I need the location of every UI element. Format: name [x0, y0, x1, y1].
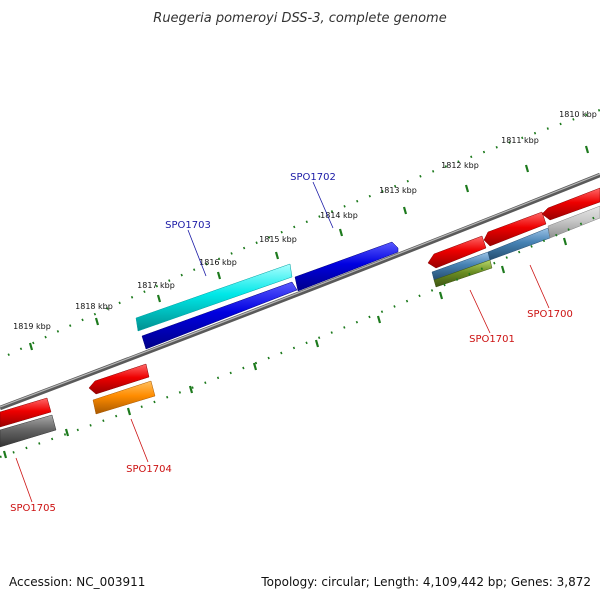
- forward-strand-features: [135, 241, 399, 350]
- gene-SPO1702-feature: [294, 241, 399, 292]
- outer-scale-ticks: [7, 108, 600, 356]
- reverse-strand-features-left: [0, 363, 156, 448]
- gene-SPO1704-feature: [92, 380, 156, 415]
- misc-feature-4: [547, 205, 600, 239]
- gene-reverse-feature-2: [541, 187, 600, 221]
- scale-label-1815: 1815 kbp: [259, 235, 297, 244]
- gene-SPO1703-feature: [135, 263, 293, 332]
- gene-reverse-feature-1: [483, 211, 547, 247]
- gene-forward-feature-1: [141, 281, 298, 350]
- label-leader-lines: [15, 181, 550, 503]
- gene-SPO1701-feature: [427, 235, 487, 269]
- gene-label-SPO1703: SPO1703: [165, 220, 211, 231]
- scale-label-1814: 1814 kbp: [320, 211, 358, 220]
- gene-SPO1705-feature: [0, 397, 52, 428]
- gene-labels: SPO1702 SPO1703 SPO1701 SPO1700 SPO1704 …: [10, 172, 573, 514]
- scale-label-1816: 1816 kbp: [199, 258, 237, 267]
- scale-label-1811: 1811 kbp: [501, 136, 539, 145]
- gene-label-SPO1700: SPO1700: [527, 309, 573, 320]
- gene-SPO1704-cds-feature: [88, 363, 150, 395]
- scale-label-1817: 1817 kbp: [137, 281, 175, 290]
- gene-label-SPO1704: SPO1704: [126, 464, 172, 475]
- footer-accession: Accession: NC_003911: [9, 575, 145, 589]
- scale-label-1810: 1810 kbp: [559, 110, 597, 119]
- gene-label-SPO1705: SPO1705: [10, 503, 56, 514]
- gene-label-SPO1701: SPO1701: [469, 334, 515, 345]
- scale-labels: 1810 kbp 1811 kbp 1812 kbp 1813 kbp 1814…: [13, 110, 597, 331]
- reverse-strand-features-right: [427, 187, 600, 288]
- map-title: Ruegeria pomeroyi DSS-3, complete genome: [153, 11, 446, 26]
- scale-label-1818: 1818 kbp: [75, 302, 113, 311]
- misc-feature-2: [433, 259, 493, 288]
- genome-backbone: [0, 172, 600, 411]
- misc-feature-5: [0, 414, 57, 448]
- gene-label-SPO1702: SPO1702: [290, 172, 336, 183]
- scale-label-1813: 1813 kbp: [379, 186, 417, 195]
- scale-label-1819: 1819 kbp: [13, 322, 51, 331]
- inner-scale-ticks: [0, 214, 600, 459]
- footer-summary: Topology: circular; Length: 4,109,442 bp…: [260, 575, 591, 589]
- scale-label-1812: 1812 kbp: [441, 161, 479, 170]
